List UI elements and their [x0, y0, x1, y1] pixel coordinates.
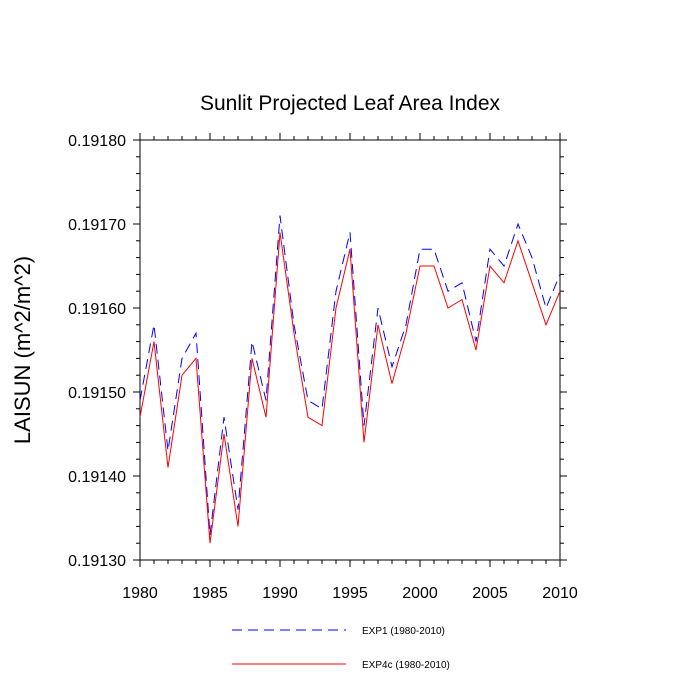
y-tick-label: 0.19130: [68, 553, 126, 570]
axis-ticks: 1980 1985 1990 1995 2000 2005 2010 0.19130 0.191…: [68, 133, 578, 602]
x-tick-label: 1990: [262, 585, 298, 602]
x-tick-label: 1980: [122, 585, 158, 602]
y-tick-label: 0.19160: [68, 301, 126, 318]
chart-title: Sunlit Projected Leaf Area Index: [200, 92, 501, 115]
plot-frame: [139, 139, 561, 561]
legend-label: EXP1 (1980-2010): [362, 626, 445, 637]
y-axis-label: LAISUN (m^2/m^2): [10, 256, 35, 444]
y-tick-label: 0.19170: [68, 217, 126, 234]
x-tick-label: 1995: [332, 585, 368, 602]
y-tick-label: 0.19140: [68, 469, 126, 486]
series-line: [139, 232, 561, 544]
legend-label: EXP4c (1980-2010): [362, 660, 450, 671]
x-tick-label: 1985: [192, 585, 228, 602]
series-lines: [139, 215, 561, 544]
y-tick-label: 0.19150: [68, 385, 126, 402]
legend: EXP1 (1980-2010) EXP4c (1980-2010): [232, 626, 450, 671]
x-tick-label: 2010: [542, 585, 578, 602]
x-tick-label: 2000: [402, 585, 438, 602]
y-tick-label: 0.19180: [68, 133, 126, 150]
x-tick-label: 2005: [472, 585, 508, 602]
series-line: [139, 215, 561, 535]
